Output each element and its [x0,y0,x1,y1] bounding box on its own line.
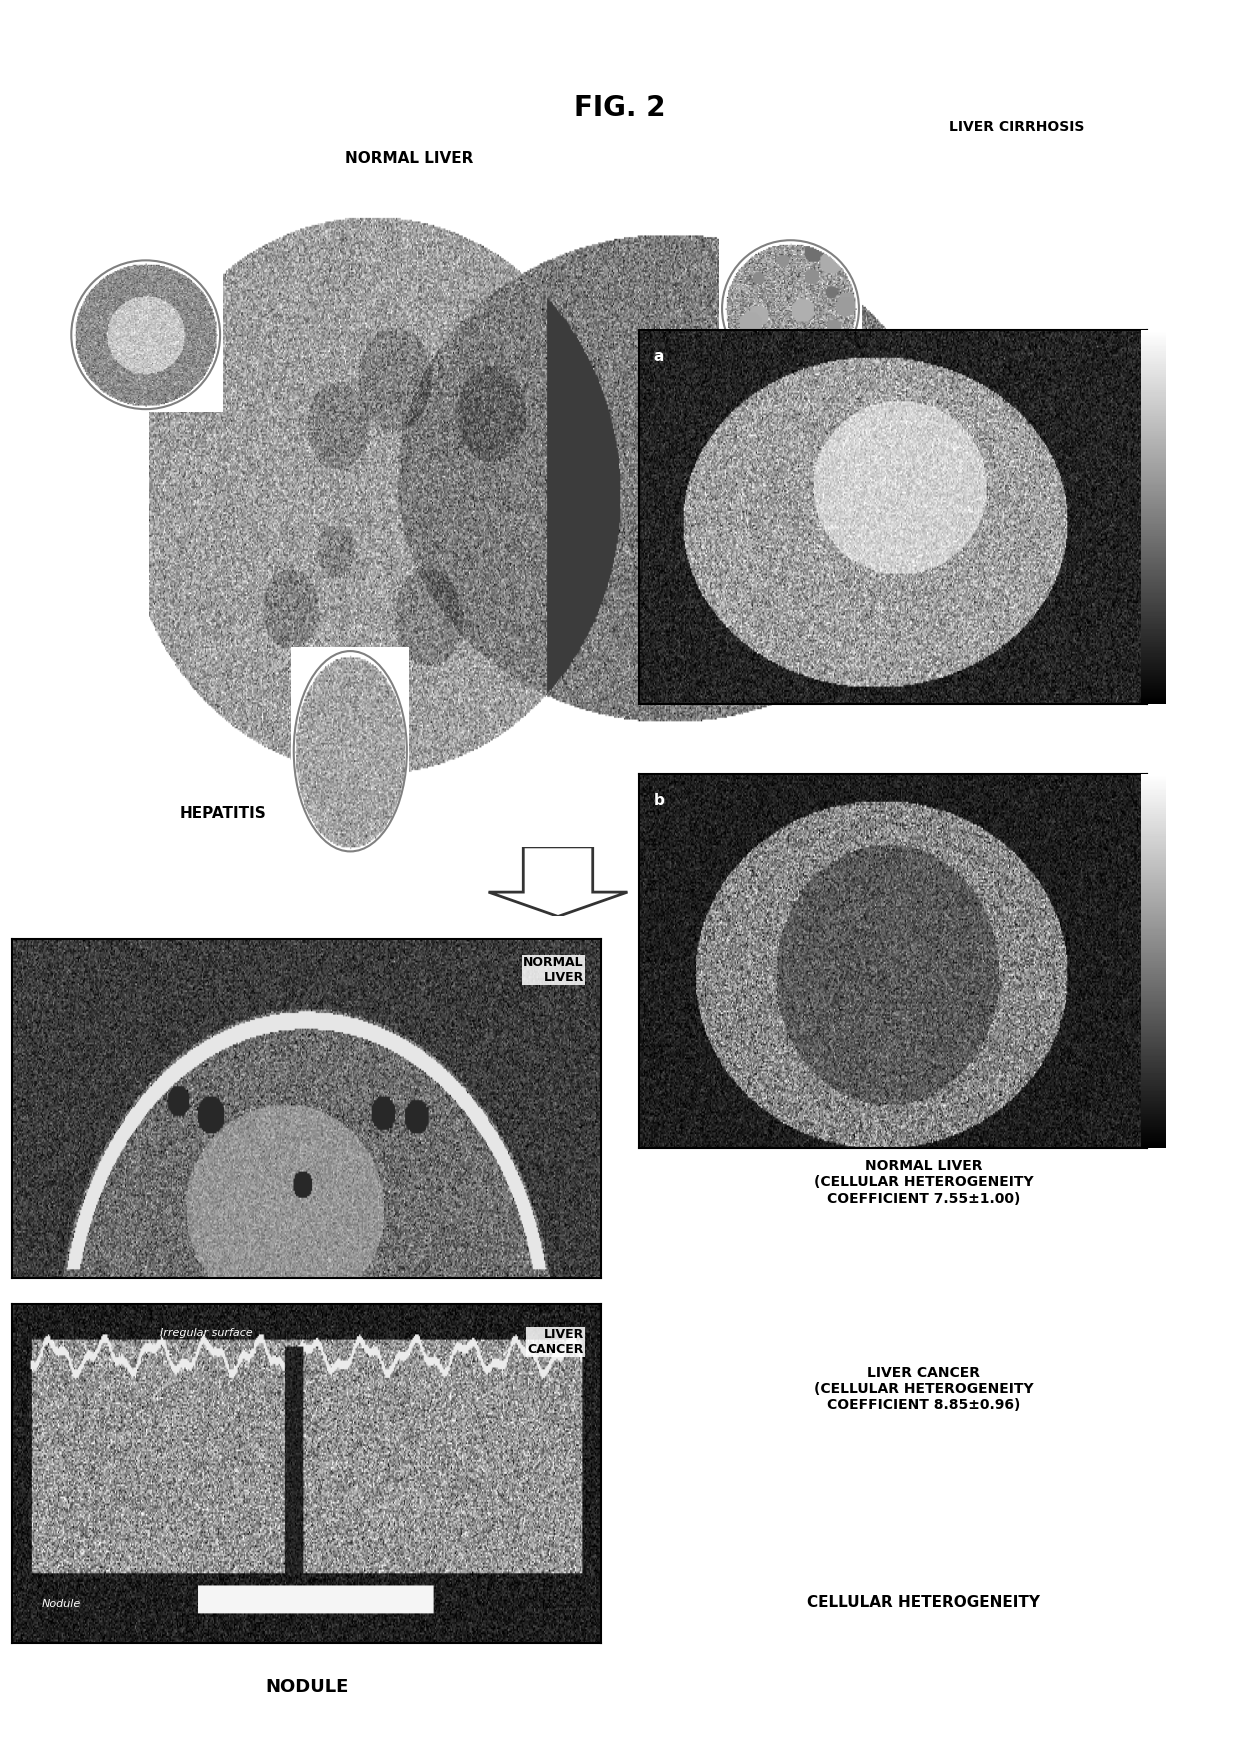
Text: FIG. 2: FIG. 2 [574,94,666,122]
Text: NORMAL LIVER: NORMAL LIVER [345,151,474,165]
Text: NORMAL LIVER
(CELLULAR HETEROGENEITY
COEFFICIENT 7.55±1.00): NORMAL LIVER (CELLULAR HETEROGENEITY COE… [813,1160,1034,1205]
Text: HEPATITIS: HEPATITIS [180,805,267,821]
Text: LIVER CANCER: LIVER CANCER [1017,423,1130,436]
Text: LIVER CIRRHOSIS: LIVER CIRRHOSIS [949,120,1085,134]
Text: b: b [653,793,665,807]
Text: LIVER CANCER
(CELLULAR HETEROGENEITY
COEFFICIENT 8.85±0.96): LIVER CANCER (CELLULAR HETEROGENEITY COE… [813,1365,1034,1412]
Text: LIVER
CANCER: LIVER CANCER [527,1329,584,1356]
Text: Nodule: Nodule [42,1600,81,1610]
Text: NORMAL
LIVER: NORMAL LIVER [523,956,584,984]
Text: NODULE: NODULE [265,1678,348,1696]
Text: a: a [653,350,665,363]
Polygon shape [489,847,627,916]
Text: CELLULAR HETEROGENEITY: CELLULAR HETEROGENEITY [807,1595,1040,1610]
Text: Irregular surface: Irregular surface [160,1329,253,1337]
